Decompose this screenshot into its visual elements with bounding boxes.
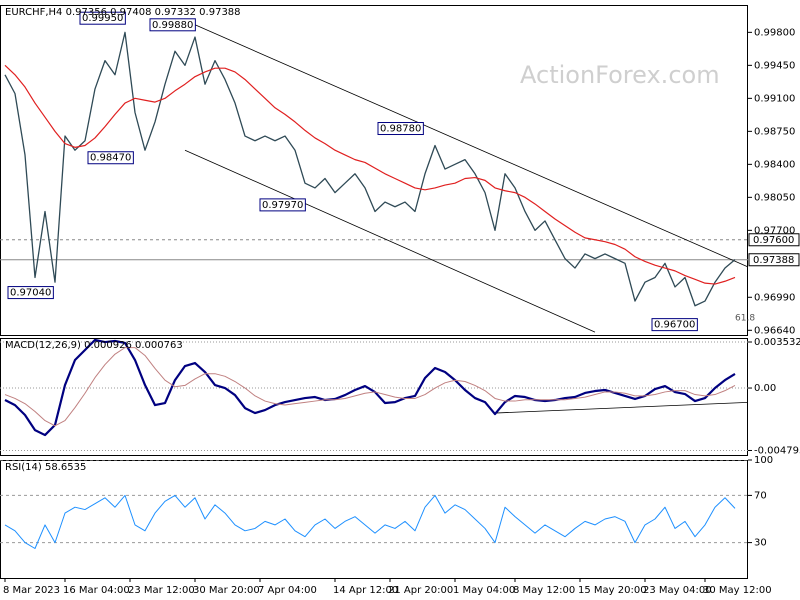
note-label: 61.8 xyxy=(735,314,755,324)
y-tick-label: 0.96990 xyxy=(754,292,795,303)
y-tick-label: 0.98050 xyxy=(754,192,795,203)
watermark: ActionForex.com xyxy=(520,61,720,89)
x-tick-label: 15 May 20:00 xyxy=(578,585,647,596)
y-tick-label: 0.00 xyxy=(754,383,776,394)
level-tag xyxy=(748,253,800,267)
x-tick-label: 30 May 12:00 xyxy=(703,585,772,596)
x-tick-label: 16 Mar 04:00 xyxy=(63,585,130,596)
x-tick-label: 14 Apr 12:00 xyxy=(333,585,398,596)
annotation-label: 0.97040 xyxy=(10,288,51,299)
trend-line xyxy=(494,401,748,414)
level-tag xyxy=(748,233,800,247)
panel-title: MACD(12,26,9) 0.000926 0.000763 xyxy=(5,340,183,351)
y-tick-label: 0.99100 xyxy=(754,93,795,104)
annotation-box xyxy=(651,318,698,332)
level-label: 0.97388 xyxy=(753,255,794,266)
plot-area: ActionForex.com xyxy=(0,24,748,333)
annotation-label: 0.99880 xyxy=(152,20,193,31)
trend-line xyxy=(184,149,596,333)
y-tick-label: 0.97700 xyxy=(754,225,795,236)
annotation-box xyxy=(149,18,196,32)
annotation-label: 0.96700 xyxy=(654,320,695,331)
annotation-box xyxy=(87,151,134,165)
x-tick-label: 21 Apr 20:00 xyxy=(388,585,453,596)
trend-line xyxy=(194,24,748,268)
panel-frame xyxy=(0,5,748,336)
series-line xyxy=(4,64,736,285)
y-tick-label: 100 xyxy=(754,455,773,466)
y-tick-label: 0.98400 xyxy=(754,159,795,170)
y-tick-label: 70 xyxy=(754,490,767,501)
plot-area xyxy=(0,338,748,451)
x-tick-label: 23 May 04:00 xyxy=(643,585,712,596)
x-tick-label: 30 Mar 20:00 xyxy=(193,585,260,596)
annotation-box xyxy=(7,286,54,300)
annotation-box xyxy=(259,198,306,212)
annotation-box xyxy=(377,122,424,136)
y-tick-label: 0.003532 xyxy=(754,337,800,348)
plot-area xyxy=(0,460,748,549)
level-label: 0.97600 xyxy=(753,235,794,246)
series-line xyxy=(4,347,736,427)
series-line xyxy=(4,494,736,549)
x-tick-label: 8 Mar 2023 xyxy=(3,585,60,596)
x-tick-label: 1 May 04:00 xyxy=(453,585,515,596)
y-tick-label: 0.96640 xyxy=(754,325,795,336)
series-line xyxy=(4,31,736,307)
y-tick-label: 0.98750 xyxy=(754,126,795,137)
y-tick-label: 0.99800 xyxy=(754,27,795,38)
annotation-label: 0.97970 xyxy=(262,200,303,211)
panel-title: RSI(14) 58.6535 xyxy=(5,462,86,473)
y-tick-label: -0.004793 xyxy=(754,445,800,456)
x-tick-label: 8 May 12:00 xyxy=(513,585,575,596)
annotation-box xyxy=(79,11,126,25)
annotation-label: 0.99950 xyxy=(82,13,123,24)
x-tick-label: 7 Apr 04:00 xyxy=(258,585,317,596)
series-line xyxy=(4,338,736,437)
annotation-label: 0.98780 xyxy=(380,124,421,135)
panel-title: EURCHF,H4 0.97356 0.97408 0.97332 0.9738… xyxy=(5,7,241,18)
y-tick-label: 0.99450 xyxy=(754,60,795,71)
y-tick-label: 30 xyxy=(754,538,767,549)
annotation-label: 0.98470 xyxy=(90,153,131,164)
x-tick-label: 23 Mar 12:00 xyxy=(128,585,195,596)
panel-frame xyxy=(0,338,748,456)
